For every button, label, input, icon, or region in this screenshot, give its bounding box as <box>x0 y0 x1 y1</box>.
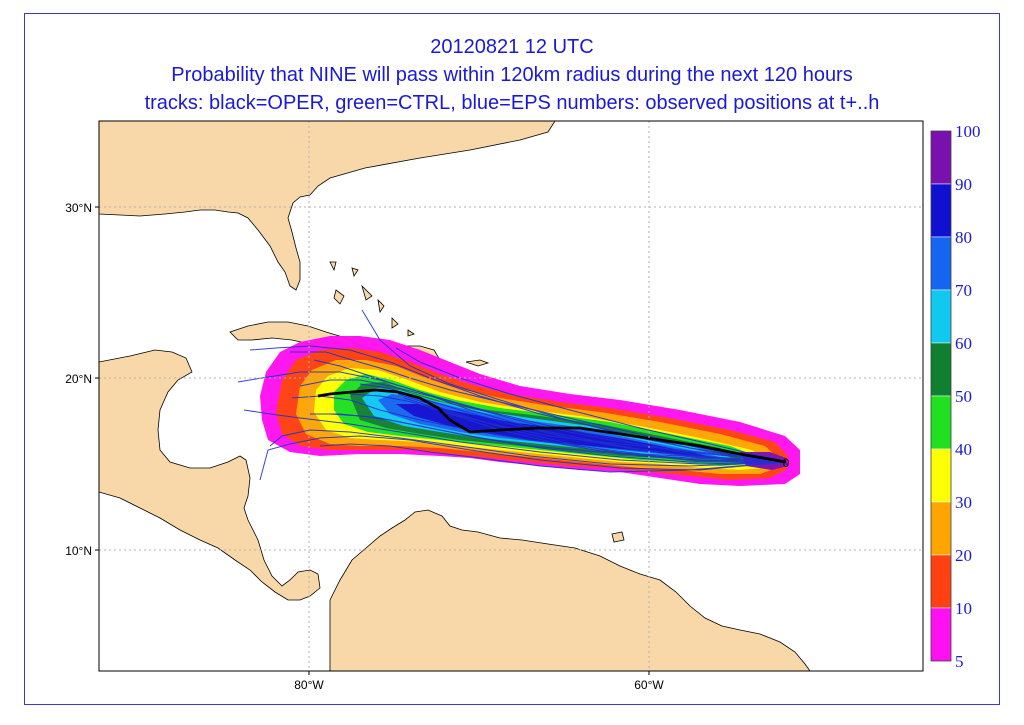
colorbar-segment <box>930 183 952 238</box>
colorbar-label: 5 <box>955 652 964 671</box>
colorbar-segment <box>930 448 952 503</box>
colorbar-label: 90 <box>955 175 972 194</box>
colorbar-segment <box>930 236 952 291</box>
lat-label-20n: 20°N <box>65 372 92 386</box>
colorbar-segment <box>930 289 952 344</box>
title-tracks-legend: tracks: black=OPER, green=CTRL, blue=EPS… <box>144 92 880 114</box>
title-probability: Probability that NINE will pass within 1… <box>171 64 853 86</box>
land-trinidad <box>611 531 625 543</box>
colorbar-label: 20 <box>955 546 972 565</box>
colorbar-segment <box>930 342 952 397</box>
lon-label-60w: 60°W <box>634 678 664 692</box>
colorbar-segment <box>930 395 952 450</box>
colorbar-label: 60 <box>955 334 972 353</box>
axis-ticks <box>95 206 650 675</box>
title-date: 20120821 12 UTC <box>430 36 594 58</box>
colorbar-segment <box>930 130 952 185</box>
land-central-america <box>99 349 321 601</box>
lon-label-80w: 80°W <box>294 678 324 692</box>
colorbar-border <box>930 130 952 662</box>
colorbar-segment <box>930 554 952 609</box>
map-grid <box>99 121 923 671</box>
colorbar-label: 100 <box>955 122 981 141</box>
observed-position-label: 0 <box>783 456 790 470</box>
colorbar-label: 80 <box>955 228 972 247</box>
colorbar-label: 70 <box>955 281 972 300</box>
oper-track <box>317 388 787 464</box>
colorbar-segment <box>930 501 952 556</box>
figure-frame <box>24 13 1000 705</box>
colorbar-label: 40 <box>955 440 972 459</box>
lat-label-30n: 30°N <box>65 201 92 215</box>
colorbar-label: 30 <box>955 493 972 512</box>
land-bahamas <box>329 261 415 337</box>
colorbar-label: 50 <box>955 387 972 406</box>
land-puerto-rico <box>465 359 490 367</box>
swath-80 <box>396 404 716 458</box>
colorbar-label: 10 <box>955 599 972 618</box>
land-north-america <box>99 121 556 291</box>
lat-label-10n: 10°N <box>65 544 92 558</box>
colorbar: 100 90 80 70 60 50 40 30 20 10 5 <box>930 122 981 671</box>
map-border <box>98 120 924 672</box>
colorbar-segment <box>930 607 952 662</box>
